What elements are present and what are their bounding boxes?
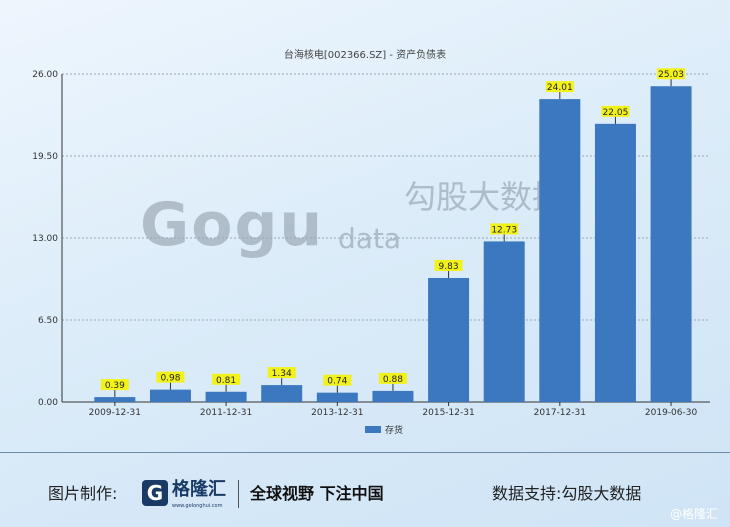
bar (428, 277, 470, 402)
data-support: 数据支持:勾股大数据 (492, 484, 642, 503)
data-label-bg (378, 372, 407, 384)
bar (149, 389, 191, 402)
x-tick-label: 2013-12-31 (311, 408, 363, 418)
data-label-bg (100, 379, 129, 391)
data-label-bg (657, 68, 686, 80)
logo-url: www.gelonghui.com (172, 503, 223, 509)
data-label: 24.01 (547, 83, 573, 93)
data-label: 1.34 (272, 369, 292, 379)
data-label: 0.81 (216, 376, 236, 386)
slogan: 全球视野 下注中国 (250, 484, 384, 503)
bar (539, 99, 581, 402)
bar (372, 390, 414, 402)
bar (316, 392, 358, 402)
data-label: 0.74 (327, 377, 347, 387)
bar (650, 86, 692, 402)
x-tick-label: 2015-12-31 (422, 408, 474, 418)
data-label-bg (545, 81, 574, 93)
credit-watermark: @格隆汇 (670, 507, 719, 521)
gelonghui-logo-icon: G (142, 480, 168, 506)
data-label: 0.39 (105, 381, 125, 391)
bar (205, 391, 247, 402)
footer-separator (238, 480, 239, 508)
data-label: 25.03 (658, 70, 684, 80)
watermark-cn: 勾股大数据 (404, 178, 565, 216)
data-label: 22.05 (603, 108, 629, 118)
made-by-label: 图片制作: (48, 484, 118, 503)
data-label: 0.98 (160, 374, 180, 384)
y-tick-label: 13.00 (32, 234, 58, 244)
y-tick-label: 19.50 (32, 152, 58, 162)
legend-label: 存货 (385, 424, 403, 436)
x-tick-label: 2011-12-31 (200, 408, 252, 418)
y-tick-label: 0.00 (38, 398, 58, 408)
bar-chart: 0.00 6.50 13.00 19.50 26.00 0.39 2009-12-31 0.9… (32, 68, 710, 436)
bar (594, 123, 636, 402)
data-label: 12.73 (491, 225, 517, 235)
watermark-gogu: Gogu (140, 190, 325, 260)
data-label-bg (212, 373, 241, 385)
y-tick-label: 6.50 (38, 316, 58, 326)
data-label: 0.88 (383, 375, 403, 385)
y-tick-label: 26.00 (32, 70, 58, 80)
data-label-bg (323, 374, 352, 386)
data-label-bg (434, 259, 463, 271)
legend-swatch (365, 426, 381, 433)
data-label-bg (267, 367, 296, 379)
x-tick-label: 2009-12-31 (89, 408, 141, 418)
logo-text: 格隆汇 (172, 479, 226, 500)
data-label: 9.83 (439, 262, 459, 272)
x-tick-label: 2017-12-31 (534, 408, 586, 418)
bar (483, 241, 525, 402)
chart-title: 台海核电[002366.SZ] - 资产负债表 (283, 50, 447, 61)
data-label-bg (156, 371, 185, 383)
data-label-bg (601, 105, 630, 117)
bar (261, 385, 303, 402)
data-label-bg (490, 223, 519, 235)
bar (94, 397, 136, 402)
footer-divider (0, 452, 730, 453)
x-tick-label: 2019-06-30 (645, 408, 698, 418)
